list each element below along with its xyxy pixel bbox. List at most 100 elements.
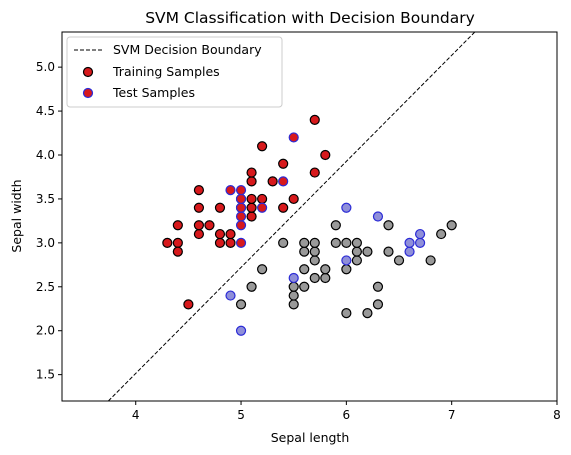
training-point	[235, 299, 247, 310]
y-tick-label: 2.5	[36, 280, 55, 294]
decision-boundary-line	[107, 32, 476, 401]
training-point	[193, 202, 205, 213]
training-point	[383, 220, 394, 231]
test-point	[235, 220, 247, 231]
x-tick-label: 4	[132, 408, 140, 422]
training-point	[436, 228, 447, 240]
training-point	[393, 255, 405, 266]
training-point	[246, 167, 257, 178]
test-point	[235, 185, 247, 196]
x-axis: 4 5 6 7 8	[132, 401, 561, 422]
y-tick-label: 4.0	[36, 148, 55, 162]
chart-title: SVM Classification with Decision Boundar…	[145, 9, 475, 27]
x-tick-label: 5	[237, 408, 245, 422]
test-point	[235, 211, 247, 222]
legend-test-marker	[82, 87, 94, 99]
test-point	[225, 290, 236, 301]
y-tick-label: 1.5	[36, 368, 55, 382]
training-point	[225, 228, 236, 240]
y-tick-label: 2.0	[36, 324, 55, 338]
training-point	[267, 176, 278, 187]
training-point	[341, 237, 352, 248]
training-point	[246, 176, 257, 187]
training-point	[193, 220, 205, 231]
training-point	[320, 272, 331, 284]
training-point	[278, 237, 289, 248]
training-point	[278, 158, 289, 169]
legend-training-marker	[82, 66, 94, 78]
y-tick-label: 5.0	[36, 60, 55, 74]
training-point	[214, 228, 226, 240]
plot-content	[107, 32, 476, 401]
training-point	[257, 264, 268, 275]
training-point	[246, 281, 257, 292]
training-point	[309, 114, 320, 125]
test-point	[372, 211, 384, 222]
training-point	[288, 299, 299, 310]
training-point	[288, 290, 299, 301]
test-point	[404, 246, 415, 257]
training-point	[257, 193, 268, 205]
training-point	[320, 264, 331, 275]
training-point	[372, 299, 384, 310]
test-point	[288, 272, 299, 284]
training-point	[257, 141, 268, 152]
plot-area	[107, 32, 476, 401]
legend-boundary-label: SVM Decision Boundary	[113, 42, 262, 57]
training-point	[309, 255, 320, 266]
test-point	[278, 176, 289, 187]
training-point	[372, 281, 384, 292]
training-point	[299, 237, 310, 248]
training-point	[172, 246, 183, 257]
test-point	[288, 132, 299, 143]
test-point	[404, 237, 415, 248]
training-point	[309, 167, 320, 178]
training-point	[204, 220, 215, 231]
training-point	[351, 255, 362, 266]
training-point	[299, 281, 310, 292]
training-point	[214, 202, 226, 213]
y-tick-label: 4.5	[36, 104, 55, 118]
y-tick-label: 3.5	[36, 192, 55, 206]
y-axis: 1.5 2.0 2.5 3.0 3.5 4.0 4.5 5.0	[36, 60, 62, 382]
x-axis-label: Sepal length	[271, 430, 350, 445]
training-point	[383, 246, 394, 257]
training-point	[288, 193, 299, 205]
training-point	[362, 246, 373, 257]
legend-training-label: Training Samples	[112, 64, 220, 79]
training-point	[330, 220, 341, 231]
training-point	[246, 211, 257, 222]
training-point	[341, 264, 352, 275]
training-point	[299, 246, 310, 257]
training-point	[246, 193, 257, 205]
training-point	[351, 237, 362, 248]
y-tick-label: 3.0	[36, 236, 55, 250]
training-point	[362, 308, 373, 319]
training-point	[309, 246, 320, 257]
x-tick-label: 7	[448, 408, 456, 422]
test-point	[257, 202, 268, 213]
training-point	[225, 237, 236, 248]
legend-box	[66, 36, 283, 108]
training-point	[309, 272, 320, 284]
test-point	[341, 202, 352, 213]
x-tick-label: 8	[553, 408, 561, 422]
training-point	[214, 237, 226, 248]
training-point	[172, 237, 183, 248]
test-point	[225, 185, 236, 196]
plot-frame	[61, 31, 558, 402]
test-point	[341, 255, 352, 266]
training-point	[351, 246, 362, 257]
legend-test-label: Test Samples	[112, 85, 195, 100]
training-point	[162, 237, 173, 248]
legend: SVM Decision Boundary Training Samples T…	[66, 36, 283, 108]
training-point	[299, 264, 310, 275]
training-point	[278, 202, 289, 213]
training-point	[183, 299, 194, 310]
test-point	[414, 237, 426, 248]
training-point	[246, 202, 257, 213]
training-point	[341, 308, 352, 319]
training-point	[446, 220, 457, 231]
test-point	[235, 325, 247, 336]
